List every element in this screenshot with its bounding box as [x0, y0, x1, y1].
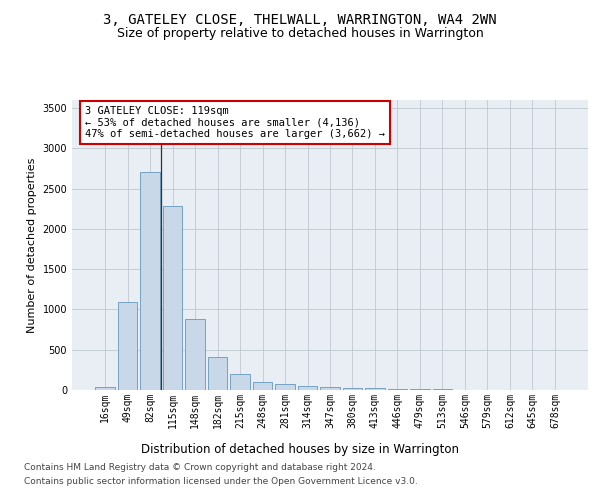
Bar [185, 319, 205, 390]
Bar [163, 206, 182, 390]
Bar [253, 382, 272, 390]
Bar [208, 356, 227, 390]
Bar [95, 387, 115, 390]
Bar [410, 389, 430, 390]
Bar [388, 388, 407, 390]
Bar [343, 388, 362, 390]
Bar [118, 302, 137, 390]
Text: Contains public sector information licensed under the Open Government Licence v3: Contains public sector information licen… [24, 477, 418, 486]
Text: 3, GATELEY CLOSE, THELWALL, WARRINGTON, WA4 2WN: 3, GATELEY CLOSE, THELWALL, WARRINGTON, … [103, 12, 497, 26]
Text: Distribution of detached houses by size in Warrington: Distribution of detached houses by size … [141, 442, 459, 456]
Bar [320, 387, 340, 390]
Bar [298, 386, 317, 390]
Text: Contains HM Land Registry data © Crown copyright and database right 2024.: Contains HM Land Registry data © Crown c… [24, 464, 376, 472]
Bar [365, 388, 385, 390]
Bar [140, 172, 160, 390]
Text: Size of property relative to detached houses in Warrington: Size of property relative to detached ho… [116, 28, 484, 40]
Bar [230, 374, 250, 390]
Bar [275, 384, 295, 390]
Y-axis label: Number of detached properties: Number of detached properties [27, 158, 37, 332]
Text: 3 GATELEY CLOSE: 119sqm
← 53% of detached houses are smaller (4,136)
47% of semi: 3 GATELEY CLOSE: 119sqm ← 53% of detache… [85, 106, 385, 139]
